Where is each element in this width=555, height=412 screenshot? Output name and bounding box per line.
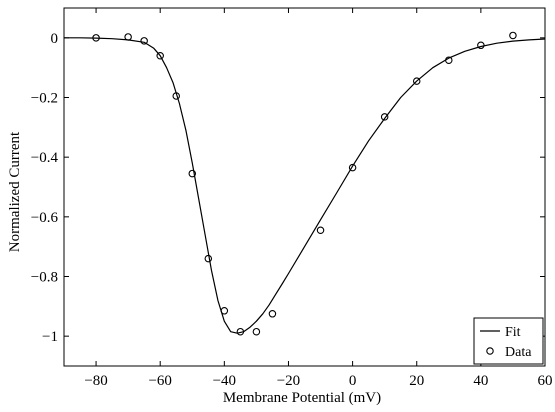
x-tick-label: 20	[409, 373, 424, 389]
y-tick-label: −0.8	[31, 270, 58, 286]
data-point	[316, 226, 325, 235]
y-axis-label: Normalized Current	[7, 131, 23, 252]
fit-line	[64, 37, 546, 334]
data-point	[220, 307, 229, 315]
data-point	[268, 310, 277, 318]
data-point	[172, 92, 180, 100]
data-point	[188, 169, 197, 178]
data-point	[509, 31, 517, 40]
x-tick-label: −20	[277, 373, 300, 389]
y-tick-label: 0	[51, 31, 59, 47]
data-point	[477, 41, 485, 50]
data-point	[204, 254, 213, 263]
data-point	[412, 77, 421, 85]
fit-series	[64, 37, 546, 334]
data-series	[92, 31, 517, 336]
x-tick-label: −40	[213, 373, 236, 389]
x-tick-label: −80	[84, 373, 107, 389]
legend-data-swatch	[486, 347, 494, 355]
x-tick-label: 0	[349, 373, 357, 389]
data-point	[236, 327, 245, 336]
x-axis-label: Membrane Potential (mV)	[223, 390, 381, 406]
data-point	[445, 56, 453, 64]
x-axis: −80 −60 −40 −20 0 20 40 60	[84, 8, 553, 389]
x-tick-label: −60	[148, 373, 171, 389]
data-point	[92, 34, 100, 42]
x-tick-label: 60	[538, 373, 553, 389]
legend: Fit Data	[473, 317, 544, 365]
data-point	[156, 51, 164, 60]
y-tick-label: −0.2	[31, 91, 58, 107]
legend-data-label: Data	[505, 345, 532, 360]
data-point	[124, 33, 132, 41]
y-tick-label: −1	[42, 329, 58, 345]
data-point	[380, 113, 389, 121]
plot-border	[63, 7, 546, 367]
y-tick-label: −0.4	[31, 150, 59, 166]
data-point	[348, 163, 357, 172]
legend-fit-label: Fit	[505, 325, 521, 340]
y-axis: 0 −0.2 −0.4 −0.6 −0.8 −1	[31, 31, 545, 345]
data-point	[140, 37, 148, 45]
plot-area	[63, 7, 546, 367]
legend-box	[473, 317, 544, 365]
data-point	[252, 327, 261, 336]
x-tick-label: 40	[473, 373, 488, 389]
y-tick-label: −0.6	[31, 210, 59, 226]
